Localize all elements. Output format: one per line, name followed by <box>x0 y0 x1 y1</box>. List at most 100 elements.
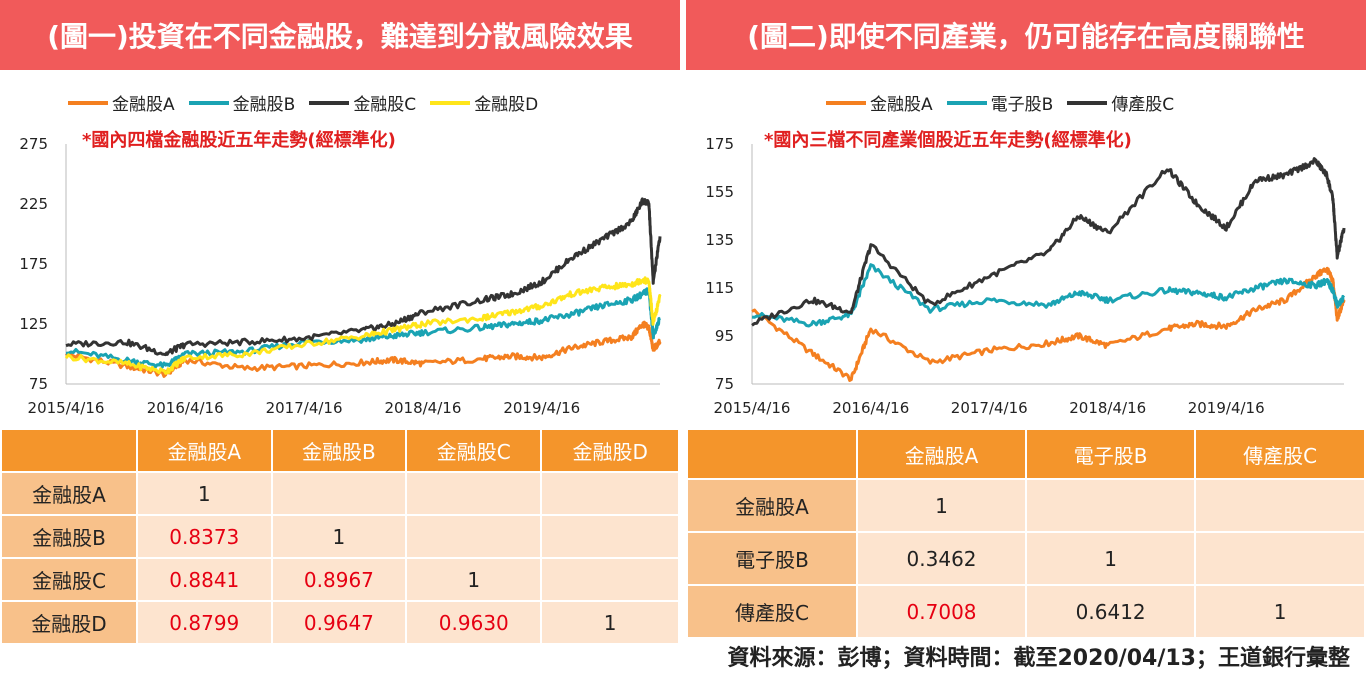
correlation-table-2: 金融股A 電子股B 傳產股C 金融股A 1 電子股B 0.3462 1 傳產股C… <box>686 428 1366 639</box>
table-2-cell <box>1027 480 1195 531</box>
legend-swatch <box>309 100 350 105</box>
panel-1-title: (圖一)投資在不同金融股，難達到分散風險效果 <box>0 0 680 70</box>
x-tick-label: 2017/4/16 <box>951 399 1028 417</box>
y-tick-label: 95 <box>715 327 734 345</box>
table-2-row-header: 傳產股C <box>688 586 856 637</box>
table-1-col-header: 金融股C <box>407 430 541 471</box>
table-1-col-header: 金融股A <box>138 430 271 471</box>
x-tick-label: 2019/4/16 <box>1188 399 1265 417</box>
x-tick-label: 2019/4/16 <box>503 399 580 417</box>
y-tick-label: 225 <box>19 195 48 213</box>
y-tick-label: 175 <box>19 255 48 273</box>
table-1-row-header: 金融股C <box>2 559 136 600</box>
table-2-row: 金融股A 1 <box>688 480 1364 531</box>
table-1-cell: 0.9647 <box>272 602 406 643</box>
table-1-cell: 0.8967 <box>272 559 406 600</box>
table-2-cell <box>1196 480 1364 531</box>
data-source-note: 資料來源：彭博；資料時間：截至2020/04/13；王道銀行彙整 <box>727 646 1350 671</box>
y-tick-label: 275 <box>19 135 48 153</box>
x-tick-label: 2017/4/16 <box>266 399 343 417</box>
y-tick-label: 135 <box>705 231 734 249</box>
legend-label: 金融股B <box>232 95 296 115</box>
table-1-cell <box>272 473 406 514</box>
table-1-cell: 1 <box>407 559 541 600</box>
table-1-cell: 0.8799 <box>138 602 271 643</box>
table-1-row-header: 金融股A <box>2 473 136 514</box>
table-2-cell: 0.3462 <box>858 533 1026 584</box>
chart-1-svg: 75 125 175 225 275 2015/4/16 2016/4/16 2017/4/1… <box>19 135 662 417</box>
table-2-cell: 1 <box>1196 586 1364 637</box>
legend-item: 金融股A <box>826 90 933 115</box>
correlation-table-1: 金融股A 金融股B 金融股C 金融股D 金融股A 1 金融股B 0.8373 1… <box>0 428 680 645</box>
table-1-cell: 0.8841 <box>138 559 271 600</box>
series-line <box>64 276 662 375</box>
series-line <box>65 197 662 357</box>
table-2-corner <box>688 430 856 478</box>
panel-2-title: (圖二)即使不同產業，仍可能存在高度關聯性 <box>686 0 1366 70</box>
chart-2-svg: 75 95 115 135 155 175 2015/4/16 2016/4/16 2017/4… <box>705 135 1346 417</box>
chart-1-legend: 金融股A 金融股B 金融股C 金融股D <box>68 90 538 115</box>
table-2-row: 傳產股C 0.7008 0.6412 1 <box>688 586 1364 637</box>
table-1-cell <box>542 516 678 557</box>
table-1-row: 金融股C 0.8841 0.8967 1 <box>2 559 678 600</box>
y-tick-label: 155 <box>705 183 734 201</box>
legend-swatch <box>1067 100 1108 105</box>
series-line <box>65 287 662 369</box>
legend-item: 金融股D <box>430 90 538 115</box>
table-1-row: 金融股D 0.8799 0.9647 0.9630 1 <box>2 602 678 643</box>
series-line <box>751 266 1346 382</box>
table-2-cell: 0.7008 <box>858 586 1026 637</box>
table-1-cell: 1 <box>138 473 271 514</box>
table-2-col-header: 傳產股C <box>1196 430 1364 478</box>
legend-label: 金融股D <box>474 95 539 115</box>
table-1-corner <box>2 430 136 471</box>
table-1-row-header: 金融股B <box>2 516 136 557</box>
x-tick-label: 2015/4/16 <box>28 399 105 417</box>
table-2-row-header: 電子股B <box>688 533 856 584</box>
legend-swatch <box>188 100 229 105</box>
table-1-cell: 1 <box>272 516 406 557</box>
legend-label: 傳產股C <box>1111 95 1175 115</box>
y-tick-label: 175 <box>705 135 734 153</box>
table-2-cell <box>1196 533 1364 584</box>
legend-swatch <box>68 100 108 105</box>
legend-label: 金融股A <box>870 95 933 115</box>
table-1-col-header: 金融股B <box>272 430 406 471</box>
table-1-cell: 1 <box>542 602 678 643</box>
table-2-row: 電子股B 0.3462 1 <box>688 533 1364 584</box>
y-tick-label: 125 <box>19 315 48 333</box>
table-2-col-header: 電子股B <box>1027 430 1195 478</box>
table-1-row-header: 金融股D <box>2 602 136 643</box>
chart-2-note: *國內三檔不同產業個股近五年走勢(經標準化) <box>764 130 1132 151</box>
legend-item: 金融股C <box>309 90 416 115</box>
table-1-col-header: 金融股D <box>542 430 678 471</box>
legend-label: 金融股A <box>112 95 175 115</box>
table-1-cell: 0.9630 <box>407 602 541 643</box>
table-1-cell <box>542 559 678 600</box>
series-line <box>751 157 1346 327</box>
table-1-cell <box>542 473 678 514</box>
legend-item: 傳產股C <box>1067 90 1174 115</box>
table-1-row: 金融股B 0.8373 1 <box>2 516 678 557</box>
table-1-header-row: 金融股A 金融股B 金融股C 金融股D <box>2 430 678 471</box>
chart-1-note: *國內四檔金融股近五年走勢(經標準化) <box>82 130 396 151</box>
table-1-cell <box>407 473 541 514</box>
table-2-row-header: 金融股A <box>688 480 856 531</box>
x-tick-label: 2016/4/16 <box>147 399 224 417</box>
x-tick-label: 2015/4/16 <box>714 399 791 417</box>
chart-2-legend: 金融股A 電子股B 傳產股C <box>826 90 1174 115</box>
y-tick-label: 115 <box>705 279 734 297</box>
y-tick-label: 75 <box>29 375 48 393</box>
legend-label: 金融股C <box>353 95 417 115</box>
table-1-row: 金融股A 1 <box>2 473 678 514</box>
legend-swatch <box>430 100 471 105</box>
legend-item: 金融股B <box>188 90 296 115</box>
table-2-cell: 1 <box>858 480 1026 531</box>
table-2-header-row: 金融股A 電子股B 傳產股C <box>688 430 1364 478</box>
legend-item: 電子股B <box>946 90 1053 115</box>
series-line <box>751 263 1346 328</box>
legend-swatch <box>946 100 987 105</box>
table-1-cell <box>407 516 541 557</box>
legend-swatch <box>826 100 866 105</box>
table-2-cell: 1 <box>1027 533 1195 584</box>
